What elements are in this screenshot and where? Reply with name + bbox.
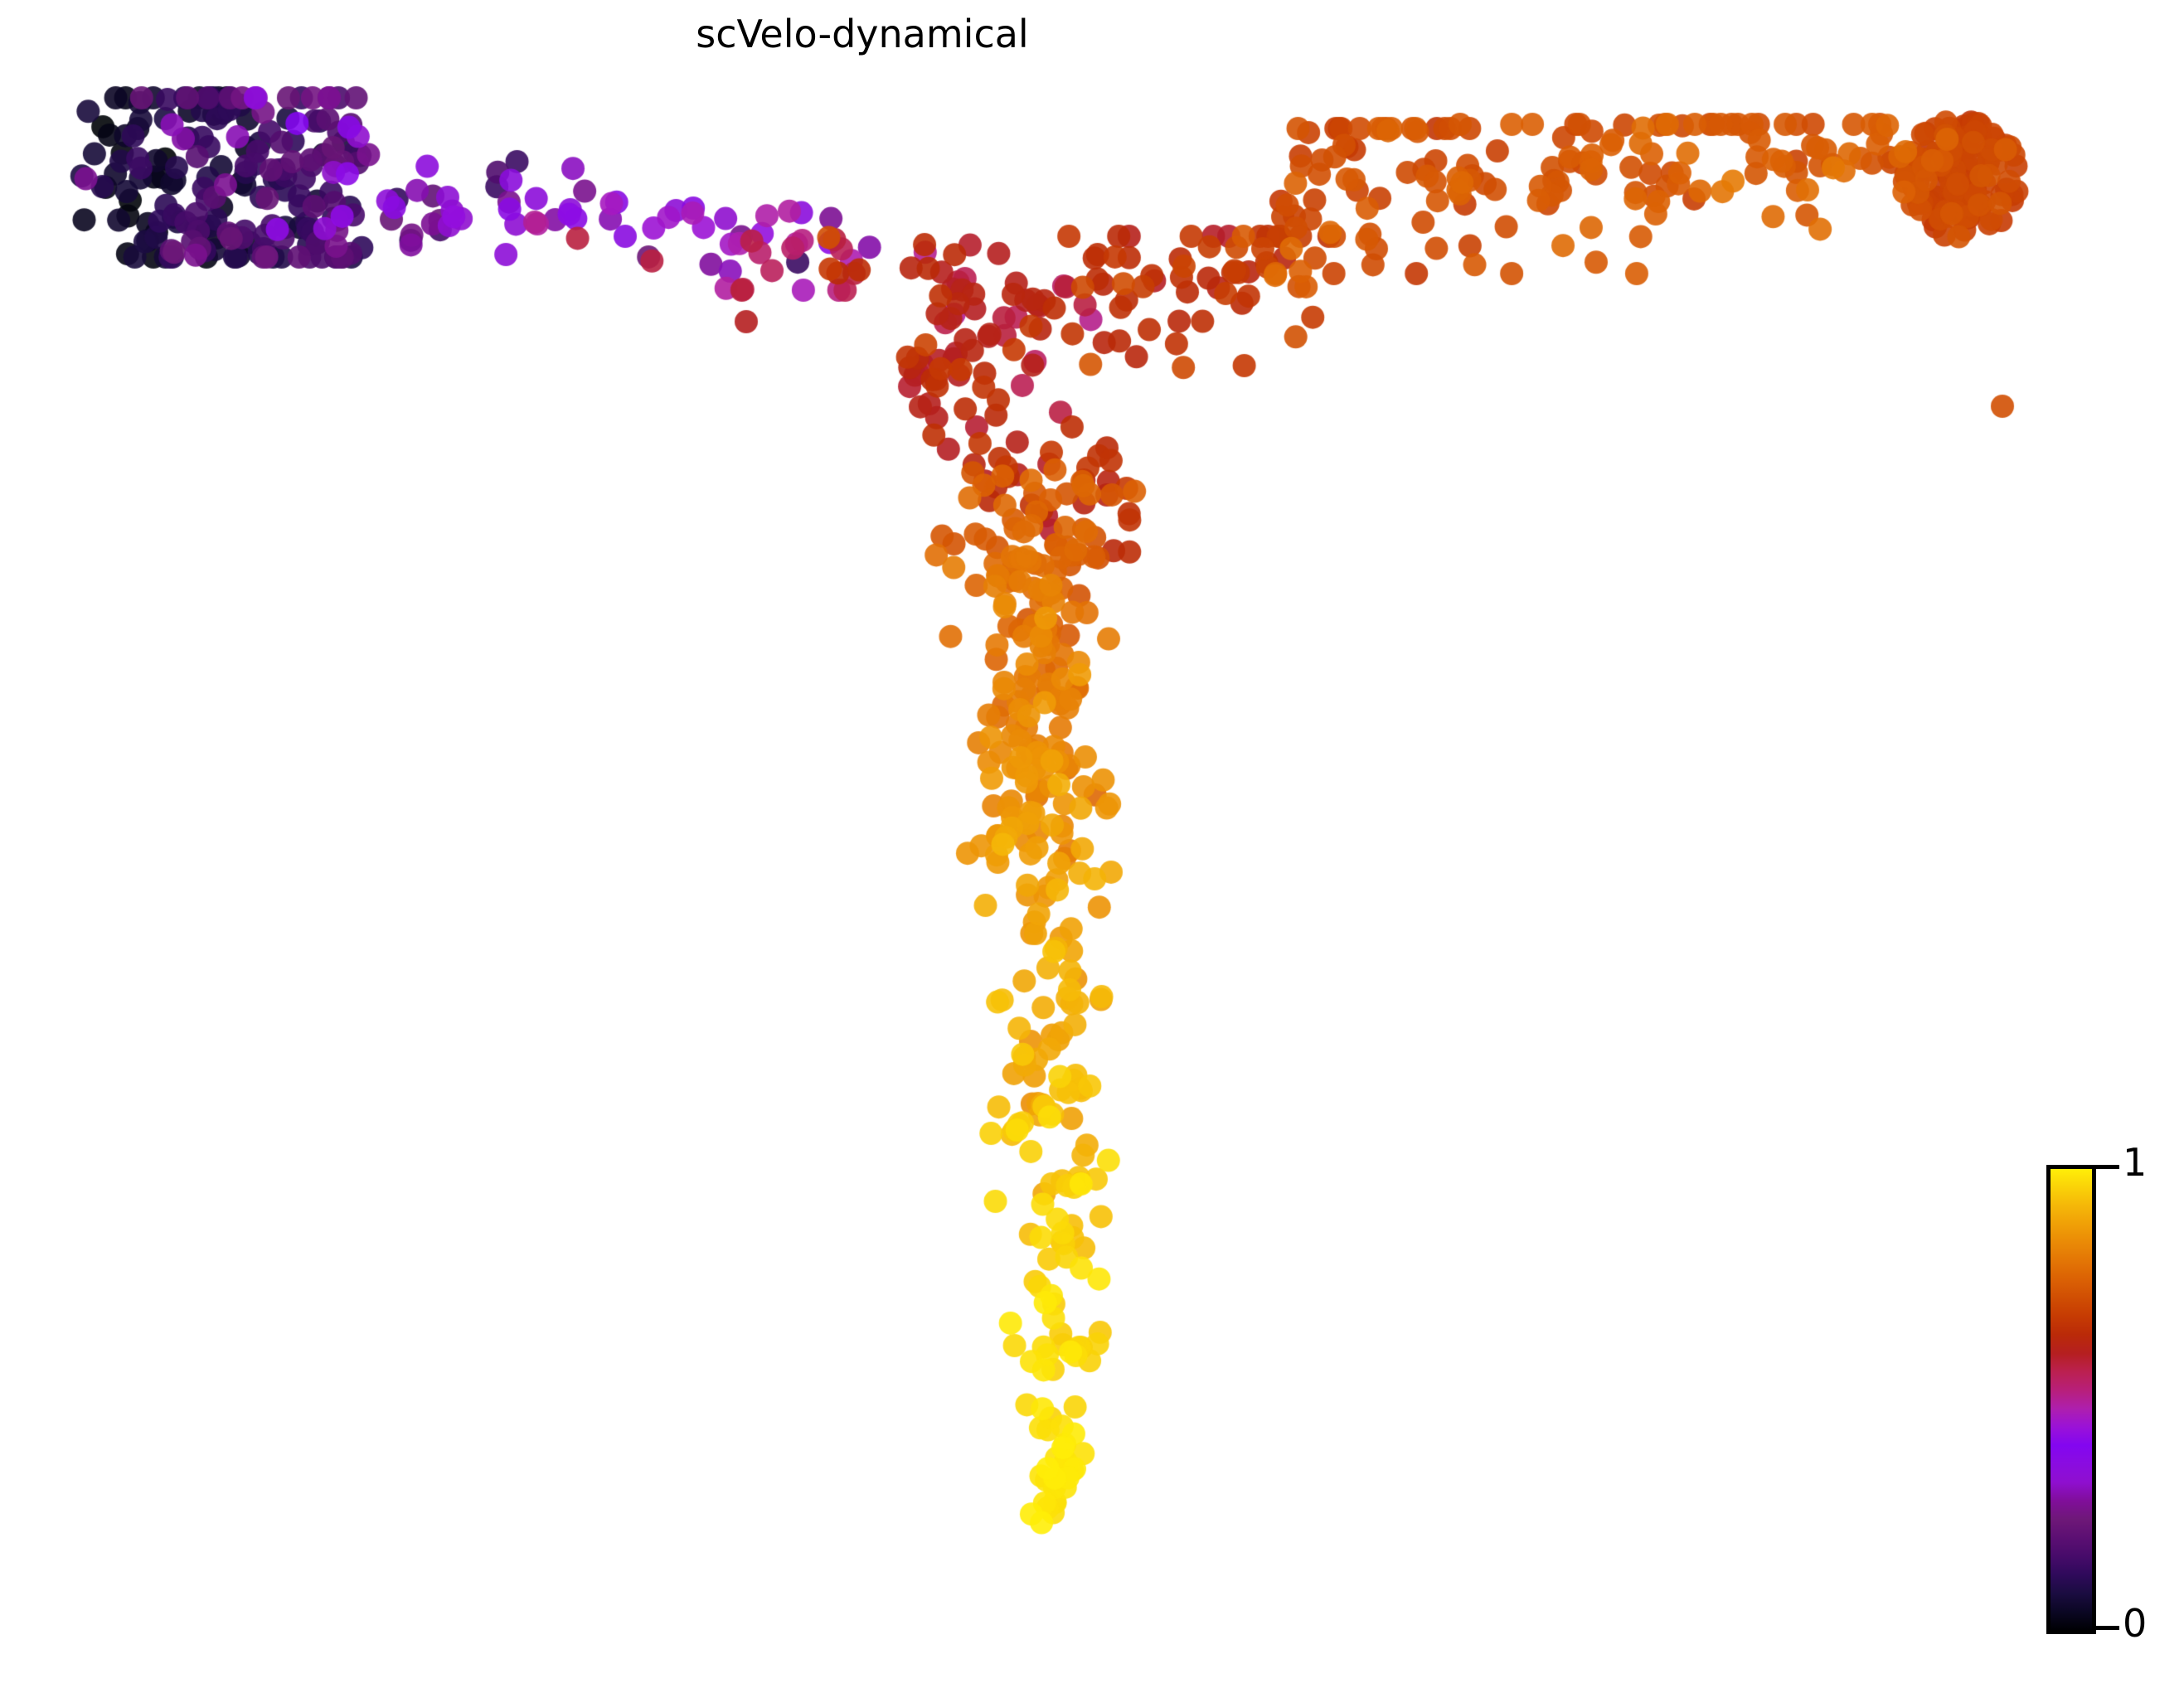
colorbar-label-min: 0 <box>2123 1601 2148 1646</box>
colorbar-tick-min <box>2096 1626 2119 1630</box>
colorbar-label-max: 1 <box>2123 1140 2148 1185</box>
colorbar-tick-max <box>2096 1165 2119 1169</box>
colorbar[interactable]: 1 0 <box>2046 1143 2179 1642</box>
colorbar-gradient <box>2046 1165 2096 1634</box>
